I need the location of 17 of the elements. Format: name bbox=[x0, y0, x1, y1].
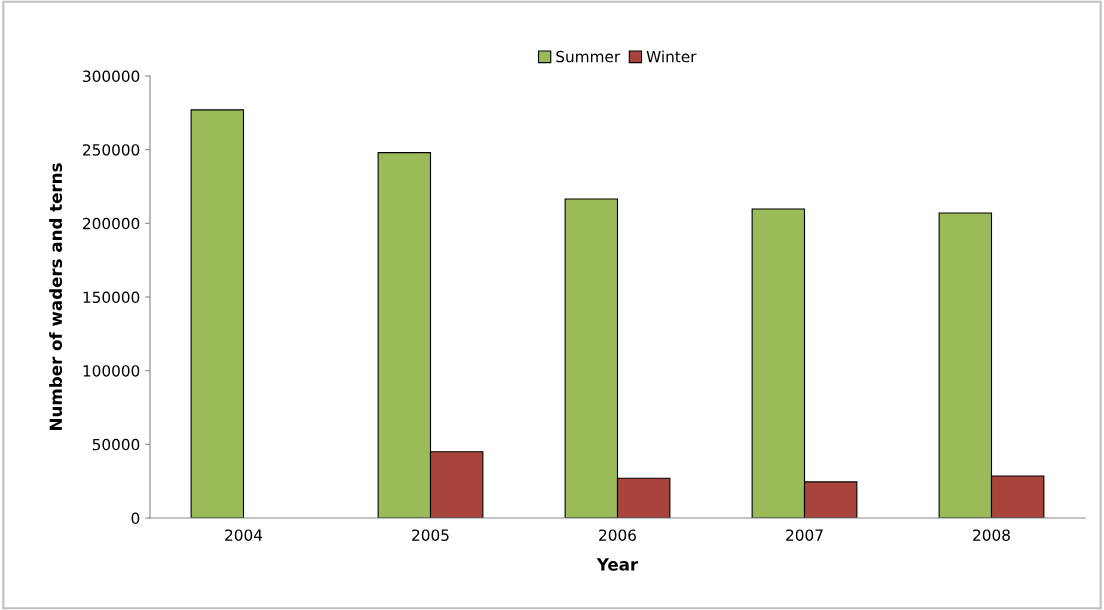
x-tick-label: 2005 bbox=[412, 529, 449, 541]
x-tick-label: 2008 bbox=[973, 529, 1010, 541]
x-axis-title: Year bbox=[596, 558, 639, 571]
bar bbox=[190, 109, 245, 518]
legend-label: Winter bbox=[646, 50, 697, 63]
x-tick-label: 2004 bbox=[225, 529, 263, 541]
y-axis-title: Number of waders and terns bbox=[49, 163, 63, 430]
y-tick-label: 200000 bbox=[83, 217, 140, 230]
y-tick-label: 100000 bbox=[83, 365, 140, 377]
legend-label: Summer bbox=[556, 50, 621, 63]
y-tick-label: 50000 bbox=[92, 438, 140, 451]
y-tick-label: 150000 bbox=[83, 291, 140, 304]
y-tick-label: 250000 bbox=[83, 144, 140, 156]
y-tick-label: 0 bbox=[131, 512, 140, 525]
x-tick-label: 2006 bbox=[599, 529, 636, 541]
x-tick-label: 2007 bbox=[786, 529, 823, 541]
y-tick-label: 300000 bbox=[83, 70, 140, 83]
